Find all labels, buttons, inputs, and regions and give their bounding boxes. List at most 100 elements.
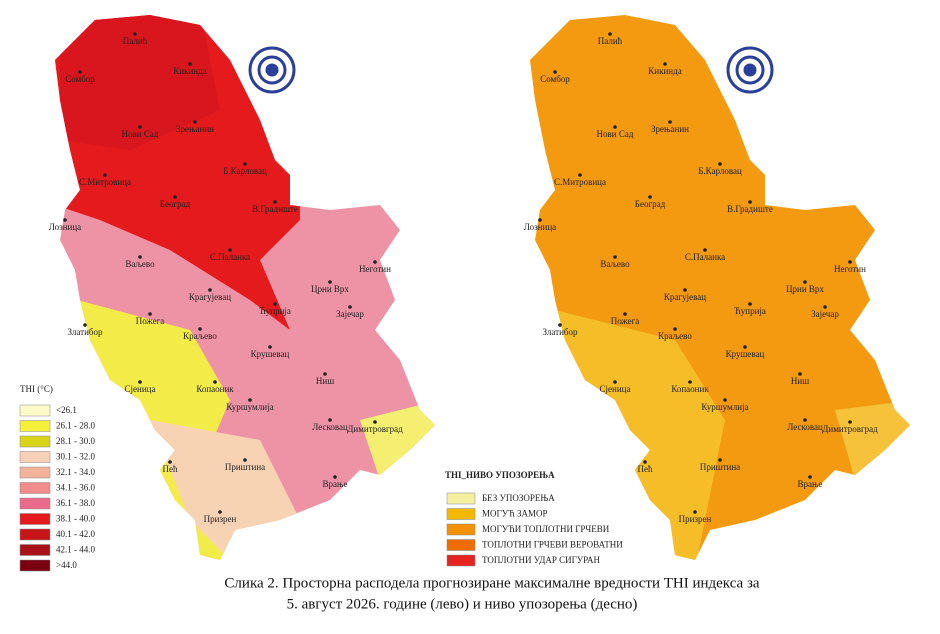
legend-swatch (19, 559, 51, 572)
city-dot (663, 62, 667, 66)
legend-label: 26.1 - 28.0 (56, 421, 95, 431)
city-label: Кикинда (648, 66, 681, 76)
legend-swatch (446, 554, 476, 567)
city-dot (348, 305, 352, 309)
city-label: Палић (123, 36, 148, 46)
legend-label: 36.1 - 38.0 (56, 498, 95, 508)
city-dot (373, 260, 377, 264)
city-dot (133, 32, 137, 36)
legend-label: 38.1 - 40.0 (56, 514, 95, 524)
legend-label: 40.1 - 42.0 (56, 529, 95, 539)
legend-title: THI_НИВО УПОЗОРЕЊА (445, 470, 555, 480)
city-dot (208, 288, 212, 292)
city-label: Пећ (638, 464, 653, 474)
city-label: Б.Карловац (698, 166, 742, 176)
city-dot (323, 372, 327, 376)
city-dot (173, 195, 177, 199)
city-label: Лесковац (787, 422, 823, 432)
city-label: Зрењанин (176, 124, 214, 134)
caption: Слика 2. Просторна расподела прогнозиран… (224, 575, 759, 591)
city-dot (578, 173, 582, 177)
city-dot (743, 345, 747, 349)
city-dot (723, 398, 727, 402)
right-map (530, 15, 910, 560)
legend-swatch (446, 508, 476, 520)
city-dot (243, 458, 247, 462)
city-label: Сомбор (65, 74, 95, 84)
legend-label: 34.1 - 36.0 (56, 483, 95, 493)
city-dot (648, 195, 652, 199)
city-label: С.Паланка (685, 252, 725, 262)
city-dot (613, 255, 617, 259)
city-label: Црни Врх (786, 284, 824, 294)
city-label: Б.Карловац (223, 166, 267, 176)
city-label: Лесковац (312, 422, 348, 432)
legend-label: МОГУЋИ ТОПЛОТНИ ГРЧЕВИ (482, 524, 610, 534)
city-dot (623, 312, 627, 316)
city-dot (138, 380, 142, 384)
city-label: Ваљево (125, 259, 155, 269)
city-label: Димитровград (822, 424, 878, 434)
legend-swatch (446, 539, 476, 551)
city-label: С.Митровица (79, 177, 131, 187)
city-label: Приштина (225, 462, 265, 472)
city-dot (748, 302, 752, 306)
city-dot (848, 260, 852, 264)
city-dot (718, 458, 722, 462)
city-dot (803, 418, 807, 422)
legend-swatch (19, 420, 51, 432)
city-dot (333, 475, 337, 479)
city-label: С.Митровица (554, 177, 606, 187)
city-dot (198, 327, 202, 331)
city-dot (613, 125, 617, 129)
city-dot (213, 380, 217, 384)
city-label: Сомбор (540, 74, 570, 84)
legend-swatch (19, 497, 51, 510)
legend-label: ТОПЛОТНИ ГРЧЕВИ ВЕРОВАТНИ (482, 540, 623, 550)
legend-swatch (19, 544, 51, 556)
city-dot (273, 200, 277, 204)
city-label: Палић (598, 36, 623, 46)
city-dot (138, 255, 142, 259)
legend-swatch (19, 528, 51, 541)
city-label: Куршумлија (701, 402, 748, 412)
city-dot (273, 302, 277, 306)
city-dot (718, 162, 722, 166)
city-dot (373, 420, 377, 424)
legend-swatch (19, 435, 51, 448)
city-dot (243, 162, 247, 166)
legend-label: 28.1 - 30.0 (56, 436, 95, 446)
city-label: Призрен (679, 514, 712, 524)
city-label: Крушевац (251, 349, 290, 359)
city-label: Златибор (543, 327, 578, 337)
city-label: Зрењанин (651, 124, 689, 134)
city-label: Зајечар (336, 309, 364, 319)
legend-label: >44.0 (56, 560, 77, 570)
legend-swatch (19, 513, 51, 525)
city-dot (808, 475, 812, 479)
city-label: Златибор (68, 327, 103, 337)
city-dot (693, 510, 697, 514)
city-dot (558, 323, 562, 327)
legend-title: THI (°C) (20, 384, 53, 394)
city-dot (328, 280, 332, 284)
city-label: Кикинда (173, 66, 206, 76)
city-dot (683, 288, 687, 292)
city-label: Пожега (611, 316, 640, 326)
city-label: С.Паланка (210, 252, 250, 262)
city-dot (608, 32, 612, 36)
city-label: Врање (322, 479, 347, 489)
city-label: Лозница (49, 222, 81, 232)
city-label: Крагујевац (189, 292, 231, 302)
logo (248, 46, 774, 94)
legend-label: БЕЗ УПОЗОРЕЊА (482, 493, 555, 503)
city-dot (688, 380, 692, 384)
city-dot (168, 460, 172, 464)
city-label: Сјеница (600, 384, 631, 394)
city-label: Лозница (524, 222, 556, 232)
legend-label: МОГУЋ ЗАМОР (482, 509, 548, 519)
city-label: В.Градиште (727, 204, 773, 214)
legend-swatch (19, 466, 51, 479)
city-label: Врање (797, 479, 822, 489)
city-label: Пожега (136, 316, 165, 326)
